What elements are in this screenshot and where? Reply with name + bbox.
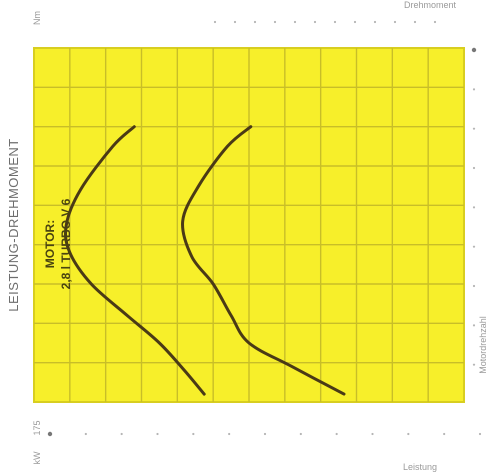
axis-dot — [120, 432, 123, 436]
axis-dot — [433, 20, 437, 24]
axis-dot — [413, 20, 417, 24]
axis-dot — [472, 166, 476, 170]
axis-dot — [84, 432, 87, 436]
curves — [64, 125, 346, 396]
axis-dot — [478, 432, 482, 436]
axis-dot — [263, 432, 267, 436]
axis-dot — [472, 363, 476, 366]
axis-dot — [156, 432, 159, 436]
axis-dot — [353, 20, 357, 24]
axis-dot — [313, 20, 317, 24]
axis-dot — [472, 245, 476, 248]
bottom-unit-value: 175 — [32, 420, 42, 435]
axis-dot — [228, 432, 231, 436]
axis-dot — [373, 20, 377, 24]
right-axis-dots — [471, 47, 477, 366]
axis-dot — [407, 432, 410, 436]
axis-dot — [472, 324, 476, 327]
top-right-label: Drehmoment — [404, 0, 457, 10]
series-line-2 — [181, 125, 346, 396]
axis-dot — [443, 432, 446, 436]
axis-dot — [233, 20, 237, 24]
bottom-axis-dots — [47, 431, 482, 437]
axis-dot — [472, 206, 476, 209]
motor-label: MOTOR: — [43, 220, 57, 268]
top-axis-dots — [213, 20, 437, 24]
axis-dot — [213, 20, 217, 24]
bottom-right-label: Leistung — [403, 462, 437, 472]
chart-title: LEISTUNG-DREHMOMENT — [6, 138, 21, 311]
axis-dot — [393, 20, 397, 24]
axis-dot — [333, 20, 337, 24]
axis-dot — [192, 432, 195, 436]
top-unit-label: Nm — [32, 11, 42, 25]
axis-dot — [371, 432, 374, 436]
axis-dot — [293, 20, 297, 24]
axis-dot — [471, 47, 477, 53]
axis-dot — [299, 432, 302, 436]
right-axis-label: Motordrehzahl — [478, 316, 488, 374]
bottom-unit-label: kW — [32, 451, 42, 465]
axis-dot — [472, 127, 476, 130]
axis-dot — [472, 88, 476, 91]
axis-dot — [335, 432, 338, 436]
series-line-1 — [64, 125, 206, 396]
motor-spec-label: 2,8 l TURBO V 6 — [59, 198, 73, 289]
axis-dot — [273, 20, 277, 24]
axis-dot — [253, 20, 257, 24]
axis-dot — [47, 431, 53, 437]
axis-dot — [472, 284, 476, 288]
